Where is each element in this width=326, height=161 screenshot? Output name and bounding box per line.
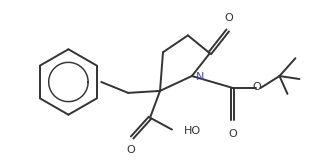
Text: HO: HO xyxy=(184,126,201,136)
Text: O: O xyxy=(224,13,233,23)
Text: N: N xyxy=(196,72,204,82)
Text: O: O xyxy=(252,82,261,92)
Text: O: O xyxy=(127,145,136,155)
Text: O: O xyxy=(228,129,237,139)
